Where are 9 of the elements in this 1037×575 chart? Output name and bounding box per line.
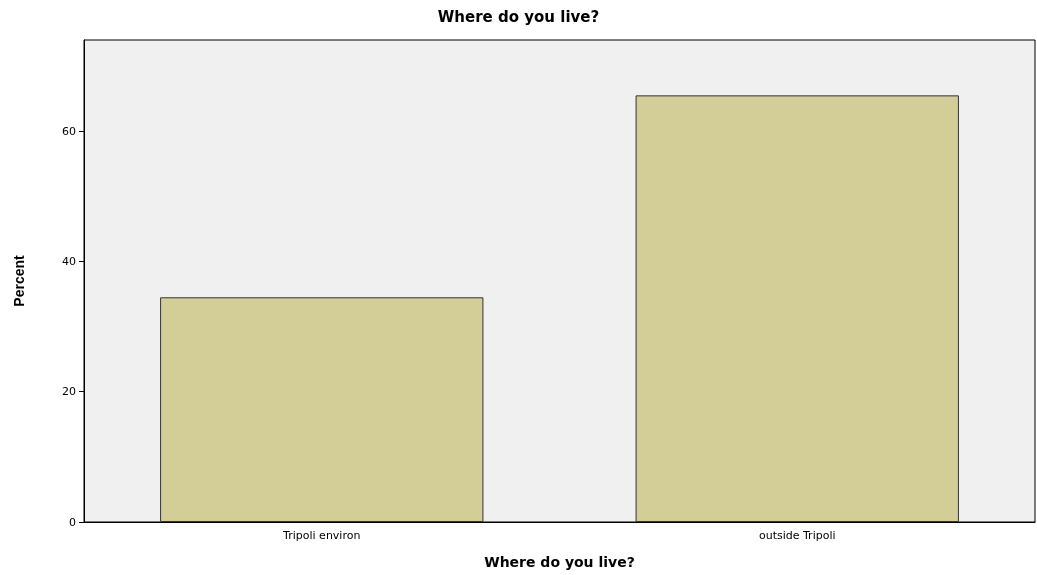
y-tick-label: 60 — [62, 124, 76, 138]
y-tick-label: 40 — [62, 254, 76, 268]
chart-title: Where do you live? — [437, 7, 600, 26]
x-tick-label: Tripoli environ — [282, 529, 361, 542]
y-tick-label: 20 — [62, 385, 76, 399]
x-axis-title: Where do you live? — [484, 554, 635, 570]
y-axis-title: Percent — [11, 254, 27, 307]
x-tick-label: outside Tripoli — [758, 529, 836, 542]
y-tick-label: 0 — [69, 515, 76, 529]
